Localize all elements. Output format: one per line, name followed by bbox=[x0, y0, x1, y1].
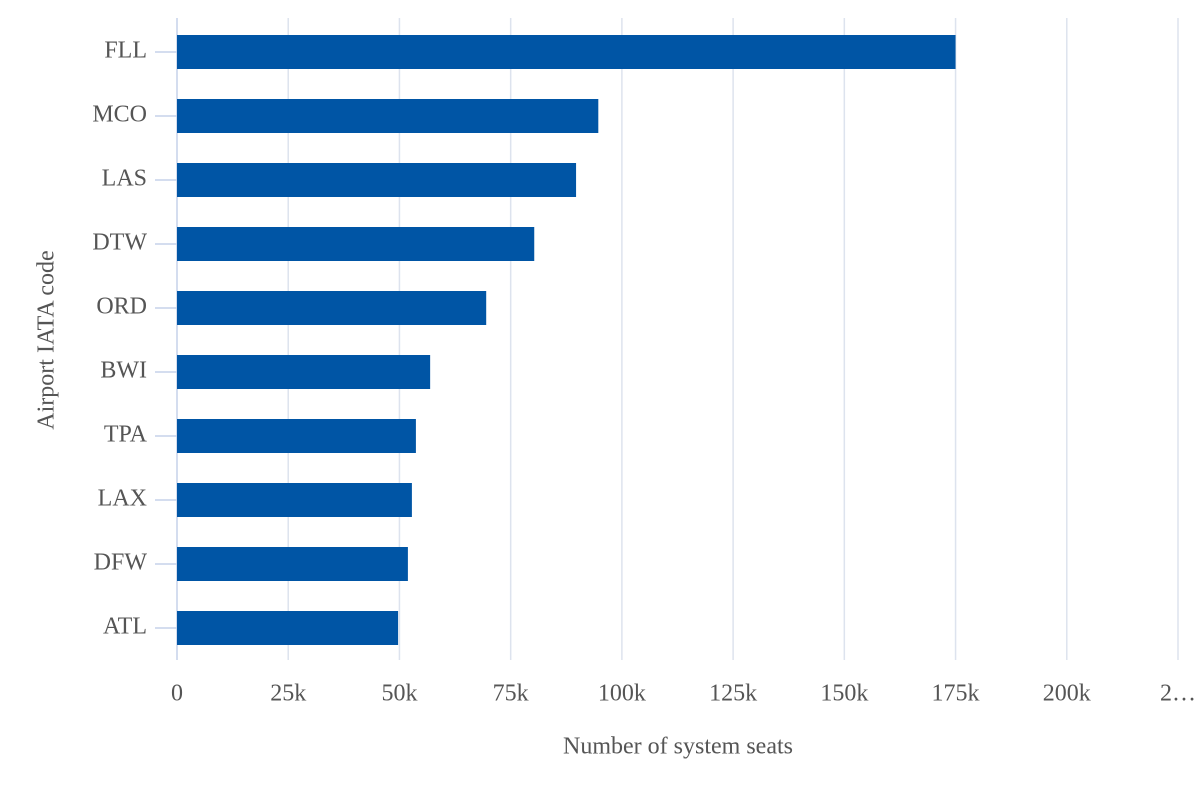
x-tick-label: 50k bbox=[381, 681, 417, 707]
bar bbox=[177, 355, 431, 389]
y-tick-label: DFW bbox=[94, 550, 148, 576]
bar bbox=[177, 99, 599, 133]
y-tick-label: LAX bbox=[98, 486, 147, 512]
bar bbox=[177, 227, 535, 261]
x-tick-label: 75k bbox=[493, 681, 529, 707]
y-tick-label: FLL bbox=[104, 38, 147, 64]
y-tick-label: ATL bbox=[103, 614, 147, 640]
x-tick-label: 2… bbox=[1160, 681, 1196, 707]
bar bbox=[177, 611, 399, 645]
bar bbox=[177, 291, 487, 325]
bar bbox=[177, 483, 412, 517]
x-tick-label: 125k bbox=[709, 681, 757, 707]
x-tick-label: 200k bbox=[1043, 681, 1091, 707]
x-tick-label: 25k bbox=[270, 681, 306, 707]
y-tick-label: BWI bbox=[100, 358, 147, 384]
y-tick-label: DTW bbox=[92, 230, 147, 256]
bar bbox=[177, 35, 956, 69]
x-tick-label: 175k bbox=[932, 681, 980, 707]
x-axis-label: Number of system seats bbox=[563, 734, 793, 760]
x-tick-label: 100k bbox=[598, 681, 646, 707]
bar bbox=[177, 547, 408, 581]
y-axis-label: Airport IATA code bbox=[34, 250, 60, 429]
y-tick-label: MCO bbox=[92, 102, 147, 128]
y-tick-label: LAS bbox=[102, 166, 147, 192]
bar bbox=[177, 163, 577, 197]
y-tick-label: TPA bbox=[104, 422, 148, 448]
x-tick-label: 0 bbox=[171, 681, 183, 707]
x-tick-label: 150k bbox=[820, 681, 868, 707]
bar bbox=[177, 419, 416, 453]
y-tick-label: ORD bbox=[96, 294, 147, 320]
